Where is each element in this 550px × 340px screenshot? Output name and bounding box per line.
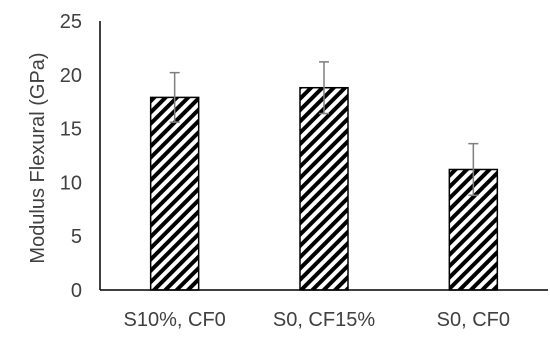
- y-tick-label: 10: [60, 172, 82, 194]
- bars: [149, 86, 499, 291]
- x-tick-label: S0, CF0: [437, 309, 510, 331]
- y-tick-label: 25: [60, 11, 82, 33]
- x-axis-ticks: S10%, CF0 S0, CF15% S0, CF0: [124, 309, 510, 331]
- error-bar: [169, 71, 180, 123]
- y-tick-label: 5: [71, 226, 82, 248]
- error-bar: [468, 142, 479, 197]
- error-bar: [319, 61, 329, 115]
- bar: [149, 96, 200, 291]
- x-tick-label: S0, CF15%: [273, 309, 375, 331]
- y-tick-label: 0: [71, 280, 82, 302]
- x-tick-label: S10%, CF0: [124, 309, 226, 331]
- y-axis-ticks: 0 5 10 15 20 25: [60, 11, 82, 302]
- y-tick-label: 20: [60, 65, 82, 87]
- y-axis-label: Modulus Flexural (GPa): [27, 52, 49, 263]
- y-tick-label: 15: [60, 119, 82, 141]
- error-bars: [169, 61, 479, 197]
- bar: [299, 86, 349, 291]
